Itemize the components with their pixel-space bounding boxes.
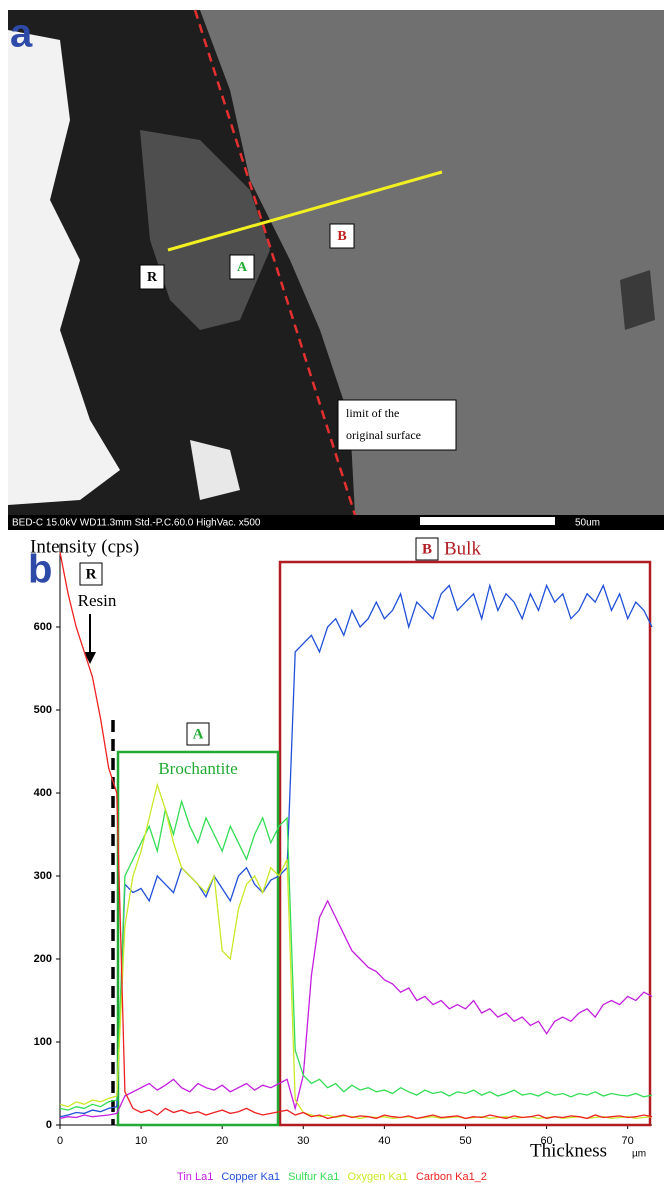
x-tick-label: 20 xyxy=(216,1135,228,1147)
y-tick-label: 600 xyxy=(34,621,52,633)
x-tick-label: 0 xyxy=(57,1135,63,1147)
arrow-head xyxy=(84,652,96,664)
series-line xyxy=(59,583,653,1118)
resin-spot xyxy=(190,440,240,500)
scan-line xyxy=(167,170,443,252)
annotation: Brochantite xyxy=(158,759,237,778)
legend-entry: Tin La1 xyxy=(177,1171,213,1183)
x-tick-label: 30 xyxy=(297,1135,309,1147)
region-b-box xyxy=(278,560,652,1127)
legend: Tin La1 Copper Ka1 Sulfur Ka1 Oxygen Ka1 Car… xyxy=(177,1171,487,1183)
brochantite-zone xyxy=(140,130,270,330)
annotation: Bulk xyxy=(444,538,481,559)
x-axis-unit: µm xyxy=(632,1149,646,1160)
series-line xyxy=(59,899,653,1120)
note-line: original surface xyxy=(346,428,421,442)
y-axis-title: Intensity (cps) xyxy=(30,536,139,557)
region-label: R xyxy=(147,270,158,285)
label-box xyxy=(79,562,103,586)
panel-label: b xyxy=(28,548,52,592)
label-box xyxy=(229,254,255,280)
surface-limit-line xyxy=(193,9,357,516)
x-tick-label: 50 xyxy=(459,1135,471,1147)
legend-entry: Copper Ka1 xyxy=(221,1171,280,1183)
sem-image: BED-C 15.0kV WD11.3mm Std.-P.C.60.0 High… xyxy=(8,9,664,530)
x-tick-label: 70 xyxy=(622,1135,634,1147)
label-box xyxy=(415,537,439,561)
y-tick-label: 500 xyxy=(34,704,52,716)
y-tick-label: 400 xyxy=(34,787,52,799)
panel-label: a xyxy=(10,12,33,56)
label-box xyxy=(186,722,210,746)
x-tick-label: 60 xyxy=(540,1135,552,1147)
x-tick-label: 10 xyxy=(135,1135,147,1147)
x-axis-title: Thickness xyxy=(530,1140,607,1161)
x-tick-label: 40 xyxy=(378,1135,390,1147)
series-line xyxy=(59,552,653,1120)
region-label: A xyxy=(237,260,248,275)
pit xyxy=(620,270,655,330)
scale-bar-label: 50um xyxy=(575,518,600,529)
y-tick-label: 100 xyxy=(34,1036,52,1048)
annotation: R xyxy=(86,566,97,582)
legend-entry: Oxygen Ka1 xyxy=(347,1171,408,1183)
legend-entry: Carbon Ka1_2 xyxy=(416,1171,487,1183)
annotation: Resin xyxy=(78,591,117,610)
series-line xyxy=(59,782,653,1120)
resin-zone xyxy=(8,30,120,505)
y-tick-label: 300 xyxy=(34,870,52,882)
label-box xyxy=(329,223,355,249)
scale-bar xyxy=(420,517,555,525)
series-line xyxy=(59,798,653,1111)
annotation: A xyxy=(193,726,204,742)
y-tick-label: 200 xyxy=(34,953,52,965)
note-line: limit of the xyxy=(346,406,399,420)
legend-entry: Sulfur Ka1 xyxy=(288,1171,339,1183)
y-tick-label: 0 xyxy=(46,1119,52,1131)
note-box xyxy=(337,399,457,451)
label-box xyxy=(139,264,165,290)
info-text: BED-C 15.0kV WD11.3mm Std.-P.C.60.0 High… xyxy=(12,518,261,529)
region-label: B xyxy=(337,229,346,244)
region-a-box xyxy=(116,750,280,1127)
annotation: B xyxy=(422,541,432,557)
